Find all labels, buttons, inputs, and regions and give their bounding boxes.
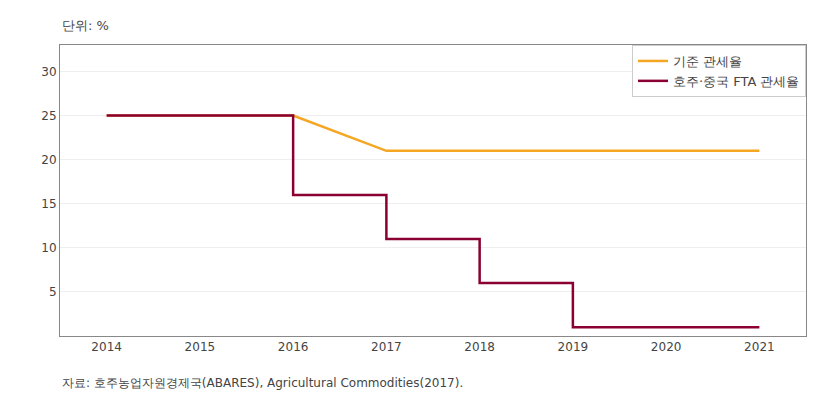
svg-text:2016: 2016 [278,340,309,354]
svg-text:호주·중국 FTA 관세율: 호주·중국 FTA 관세율 [673,74,799,89]
svg-text:10: 10 [41,241,56,255]
svg-text:2018: 2018 [464,340,495,354]
svg-text:단위: %: 단위: % [62,18,109,33]
svg-text:20: 20 [41,153,56,167]
svg-text:2015: 2015 [185,340,216,354]
svg-text:2020: 2020 [651,340,682,354]
svg-text:30: 30 [41,65,56,79]
svg-text:25: 25 [41,109,56,123]
svg-text:5: 5 [49,285,57,299]
svg-text:15: 15 [41,197,56,211]
svg-text:2017: 2017 [371,340,402,354]
svg-text:2021: 2021 [744,340,775,354]
svg-text:2014: 2014 [91,340,122,354]
svg-text:2019: 2019 [558,340,589,354]
svg-text:자료: 호주농업자원경제국(ABARES), Agricul: 자료: 호주농업자원경제국(ABARES), Agricultural Comm… [62,376,463,390]
svg-text:기준 관세율: 기준 관세율 [673,54,742,69]
